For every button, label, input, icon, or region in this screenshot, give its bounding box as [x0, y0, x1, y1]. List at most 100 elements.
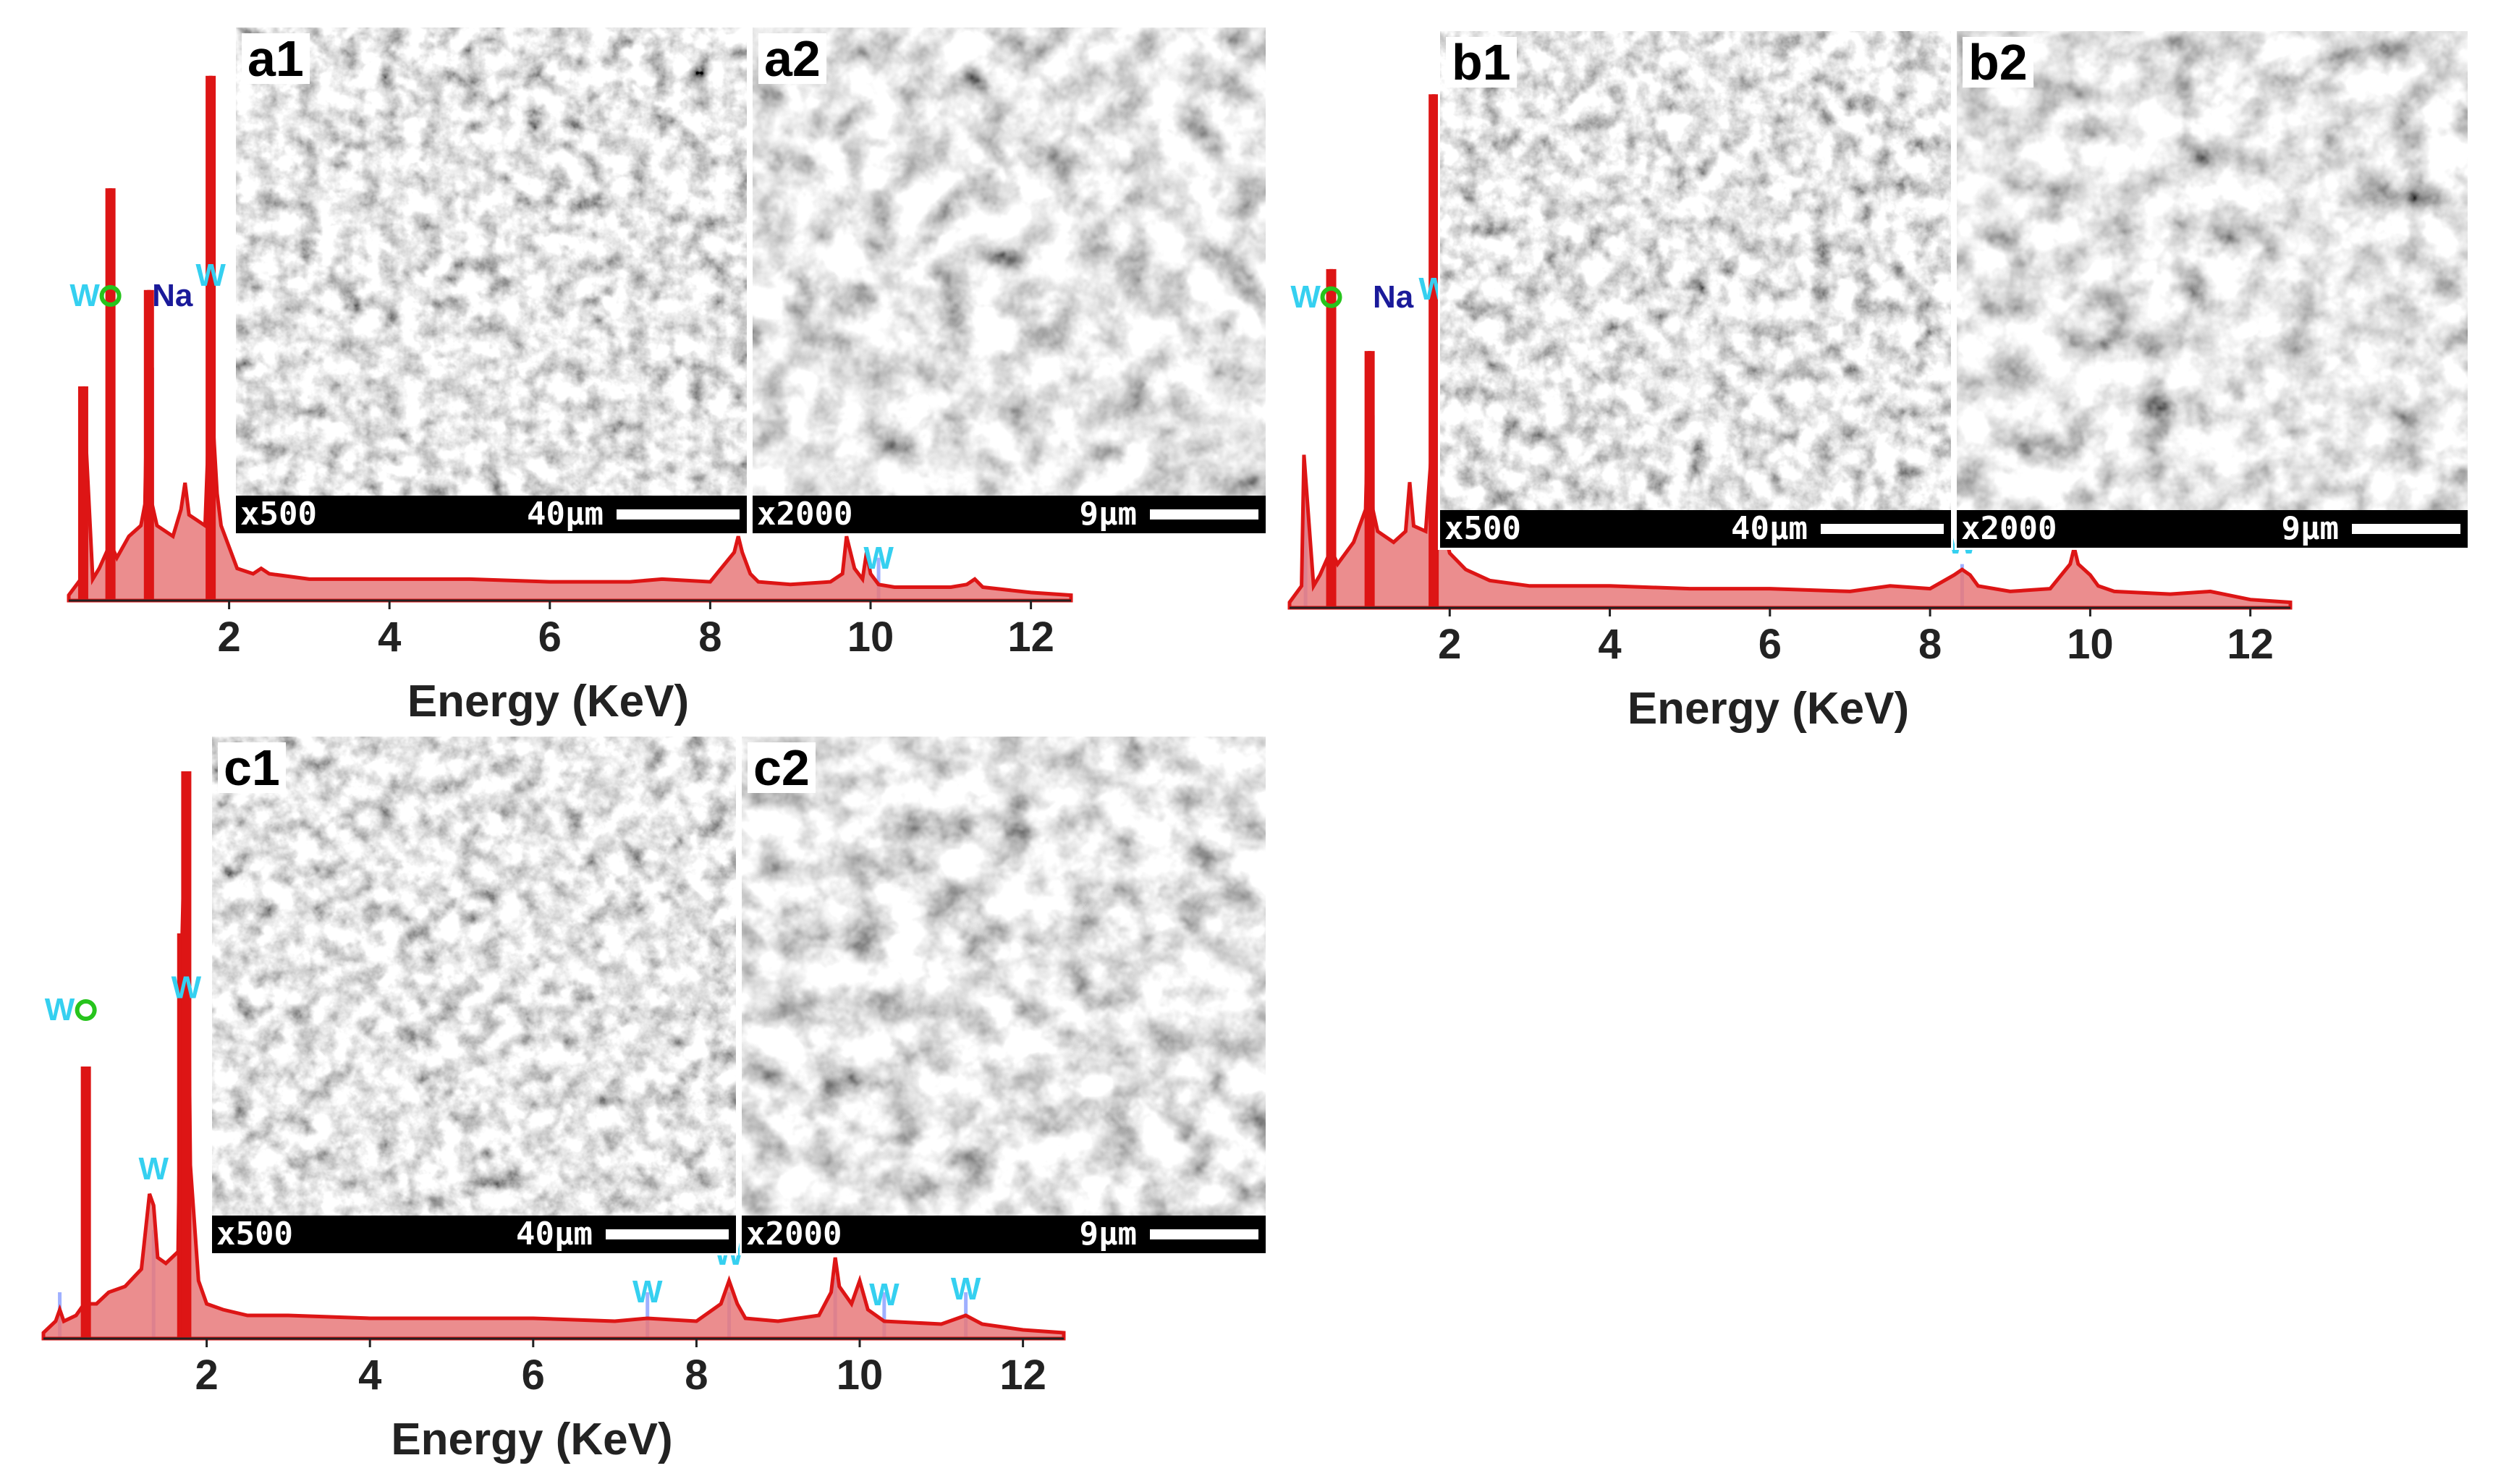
micrograph-texture	[236, 27, 747, 496]
element-label-o	[1320, 286, 1342, 308]
x-tick-label: 12	[2227, 621, 2274, 668]
scale-label: 40µm	[527, 496, 604, 533]
scale-label: 40µm	[516, 1216, 593, 1252]
x-tick-label: 2	[1438, 621, 1461, 668]
x-tick-label: 4	[378, 614, 401, 661]
spectrum-peak	[143, 289, 154, 601]
element-label-o	[99, 285, 122, 307]
x-axis-title: Energy (KeV)	[1628, 684, 1909, 734]
x-tick-label: 6	[1758, 621, 1782, 668]
element-label-w: W	[195, 258, 226, 293]
sem-image-a2: a2 x2000 9µm	[750, 25, 1268, 535]
sem-info-bar: x2000 9µm	[1957, 510, 2468, 548]
scale-bar-line	[1150, 1229, 1258, 1239]
image-id-b1: b1	[1446, 37, 1517, 88]
magnification-label: x2000	[746, 1216, 842, 1252]
spectrum-peak	[77, 386, 88, 601]
sem-info-bar: x500 40µm	[1440, 510, 1951, 548]
x-tick-label: 10	[2067, 621, 2114, 668]
image-id-c2: c2	[748, 742, 816, 793]
element-label-na: Na	[152, 278, 193, 313]
micrograph-texture	[1957, 31, 2468, 510]
scale-bar-line	[1821, 524, 1944, 534]
x-axis-title: Energy (KeV)	[407, 677, 689, 726]
scale-bar-line	[617, 509, 740, 520]
scale-label: 9µm	[1079, 496, 1137, 533]
spectrum-peak	[181, 771, 192, 1339]
x-tick-label: 8	[698, 614, 721, 661]
x-tick-label: 12	[999, 1352, 1046, 1399]
x-tick-label: 4	[358, 1352, 381, 1399]
element-label-w: W	[863, 540, 894, 576]
x-tick-label: 8	[685, 1352, 708, 1399]
micrograph-texture	[742, 737, 1266, 1216]
image-id-c1: c1	[218, 742, 286, 793]
element-label-w: W	[1290, 279, 1321, 315]
micrograph-texture	[753, 27, 1266, 496]
element-label-o	[75, 999, 97, 1021]
spectrum-peak	[206, 75, 216, 601]
x-tick-label: 2	[195, 1352, 218, 1399]
magnification-label: x500	[1444, 510, 1521, 547]
element-label-na: Na	[1373, 279, 1414, 315]
spectrum-peak	[80, 1067, 91, 1339]
scale-label: 40µm	[1731, 510, 1808, 547]
element-label-w: W	[45, 992, 75, 1027]
sem-info-bar: x2000 9µm	[742, 1216, 1266, 1253]
scale-bar: 40µm	[527, 496, 740, 533]
x-tick-label: 10	[837, 1352, 884, 1399]
element-label-w: W	[69, 278, 100, 313]
scale-bar: 40µm	[516, 1216, 729, 1253]
scale-bar: 9µm	[1080, 1216, 1258, 1253]
image-id-a2: a2	[758, 33, 826, 84]
magnification-label: x2000	[757, 496, 853, 533]
element-label-w: W	[951, 1271, 981, 1307]
spectrum-area	[41, 771, 1066, 1341]
sem-info-bar: x500 40µm	[236, 496, 747, 533]
sem-image-b1: b1 x500 40µm	[1438, 29, 1953, 550]
x-tick-label: 12	[1007, 614, 1054, 661]
scale-bar: 40µm	[1731, 510, 1944, 548]
micrograph-texture	[212, 737, 736, 1216]
scale-bar-line	[1150, 509, 1258, 520]
x-tick-label: 6	[522, 1352, 545, 1399]
x-tick-label: 4	[1598, 621, 1621, 668]
sem-info-bar: x500 40µm	[212, 1216, 736, 1253]
spectrum-peak	[105, 188, 116, 601]
scale-bar-line	[2352, 524, 2460, 534]
spectrum-peak	[1364, 351, 1375, 608]
x-tick-label: 2	[217, 614, 240, 661]
eds-panel-a: 2 4 6 8 10 12 Energy (KeV) W Na W W a1 x500 40µm a…	[29, 22, 1268, 738]
x-axis-title: Energy (KeV)	[391, 1415, 672, 1464]
micrograph-texture	[1440, 31, 1951, 510]
element-label-w: W	[869, 1277, 900, 1313]
image-id-a1: a1	[242, 33, 310, 84]
scale-bar: 9µm	[1080, 496, 1258, 533]
x-tick-label: 10	[847, 614, 894, 661]
magnification-label: x500	[240, 496, 317, 533]
sem-image-a1: a1 x500 40µm	[234, 25, 749, 535]
magnification-label: x500	[216, 1216, 293, 1252]
sem-image-c2: c2 x2000 9µm	[740, 734, 1268, 1255]
x-tick-label: 8	[1918, 621, 1942, 668]
sem-image-c1: c1 x500 40µm	[210, 734, 738, 1255]
sem-image-b2: b2 x2000 9µm	[1955, 29, 2470, 550]
element-label-w: W	[139, 1151, 169, 1187]
magnification-label: x2000	[1961, 510, 2057, 547]
element-label-w: W	[632, 1274, 663, 1310]
spectrum-peak	[1428, 94, 1439, 609]
scale-bar-line	[606, 1229, 729, 1239]
scale-label: 9µm	[2281, 510, 2339, 547]
x-tick-label: 6	[538, 614, 562, 661]
scale-bar: 9µm	[2282, 510, 2460, 548]
sem-info-bar: x2000 9µm	[753, 496, 1266, 533]
spectrum-area	[67, 75, 1073, 603]
element-label-w: W	[172, 970, 202, 1006]
image-id-b2: b2	[1963, 37, 2033, 88]
scale-label: 9µm	[1079, 1216, 1137, 1252]
spectrum-peak	[1326, 268, 1337, 608]
